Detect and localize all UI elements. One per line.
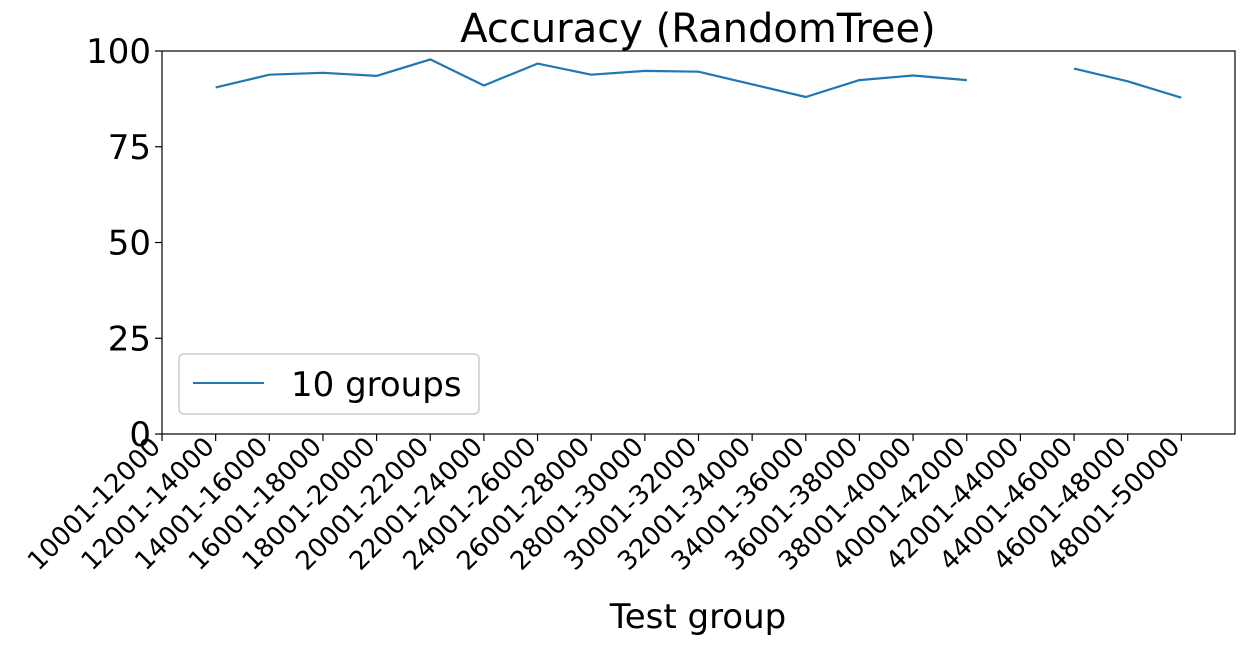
- plot-area: 025507510010001-1200012001-1400014001-16…: [22, 32, 1236, 577]
- y-tick-label-75: 75: [108, 128, 151, 168]
- chart-title: Accuracy (RandomTree): [460, 6, 936, 52]
- legend: 10 groups: [178, 353, 480, 415]
- y-tick-label-50: 50: [108, 224, 151, 264]
- series-0-line-segment-0: [215, 58, 967, 99]
- y-tick-label-100: 100: [86, 32, 151, 72]
- legend-box: [178, 353, 480, 415]
- legend-label-10-groups: 10 groups: [291, 365, 462, 405]
- y-tick-label-0: 0: [129, 415, 151, 455]
- y-tick-label-25: 25: [108, 319, 151, 359]
- series-0-line-segment-1: [1073, 67, 1182, 99]
- x-axis-label: Test group: [609, 597, 787, 637]
